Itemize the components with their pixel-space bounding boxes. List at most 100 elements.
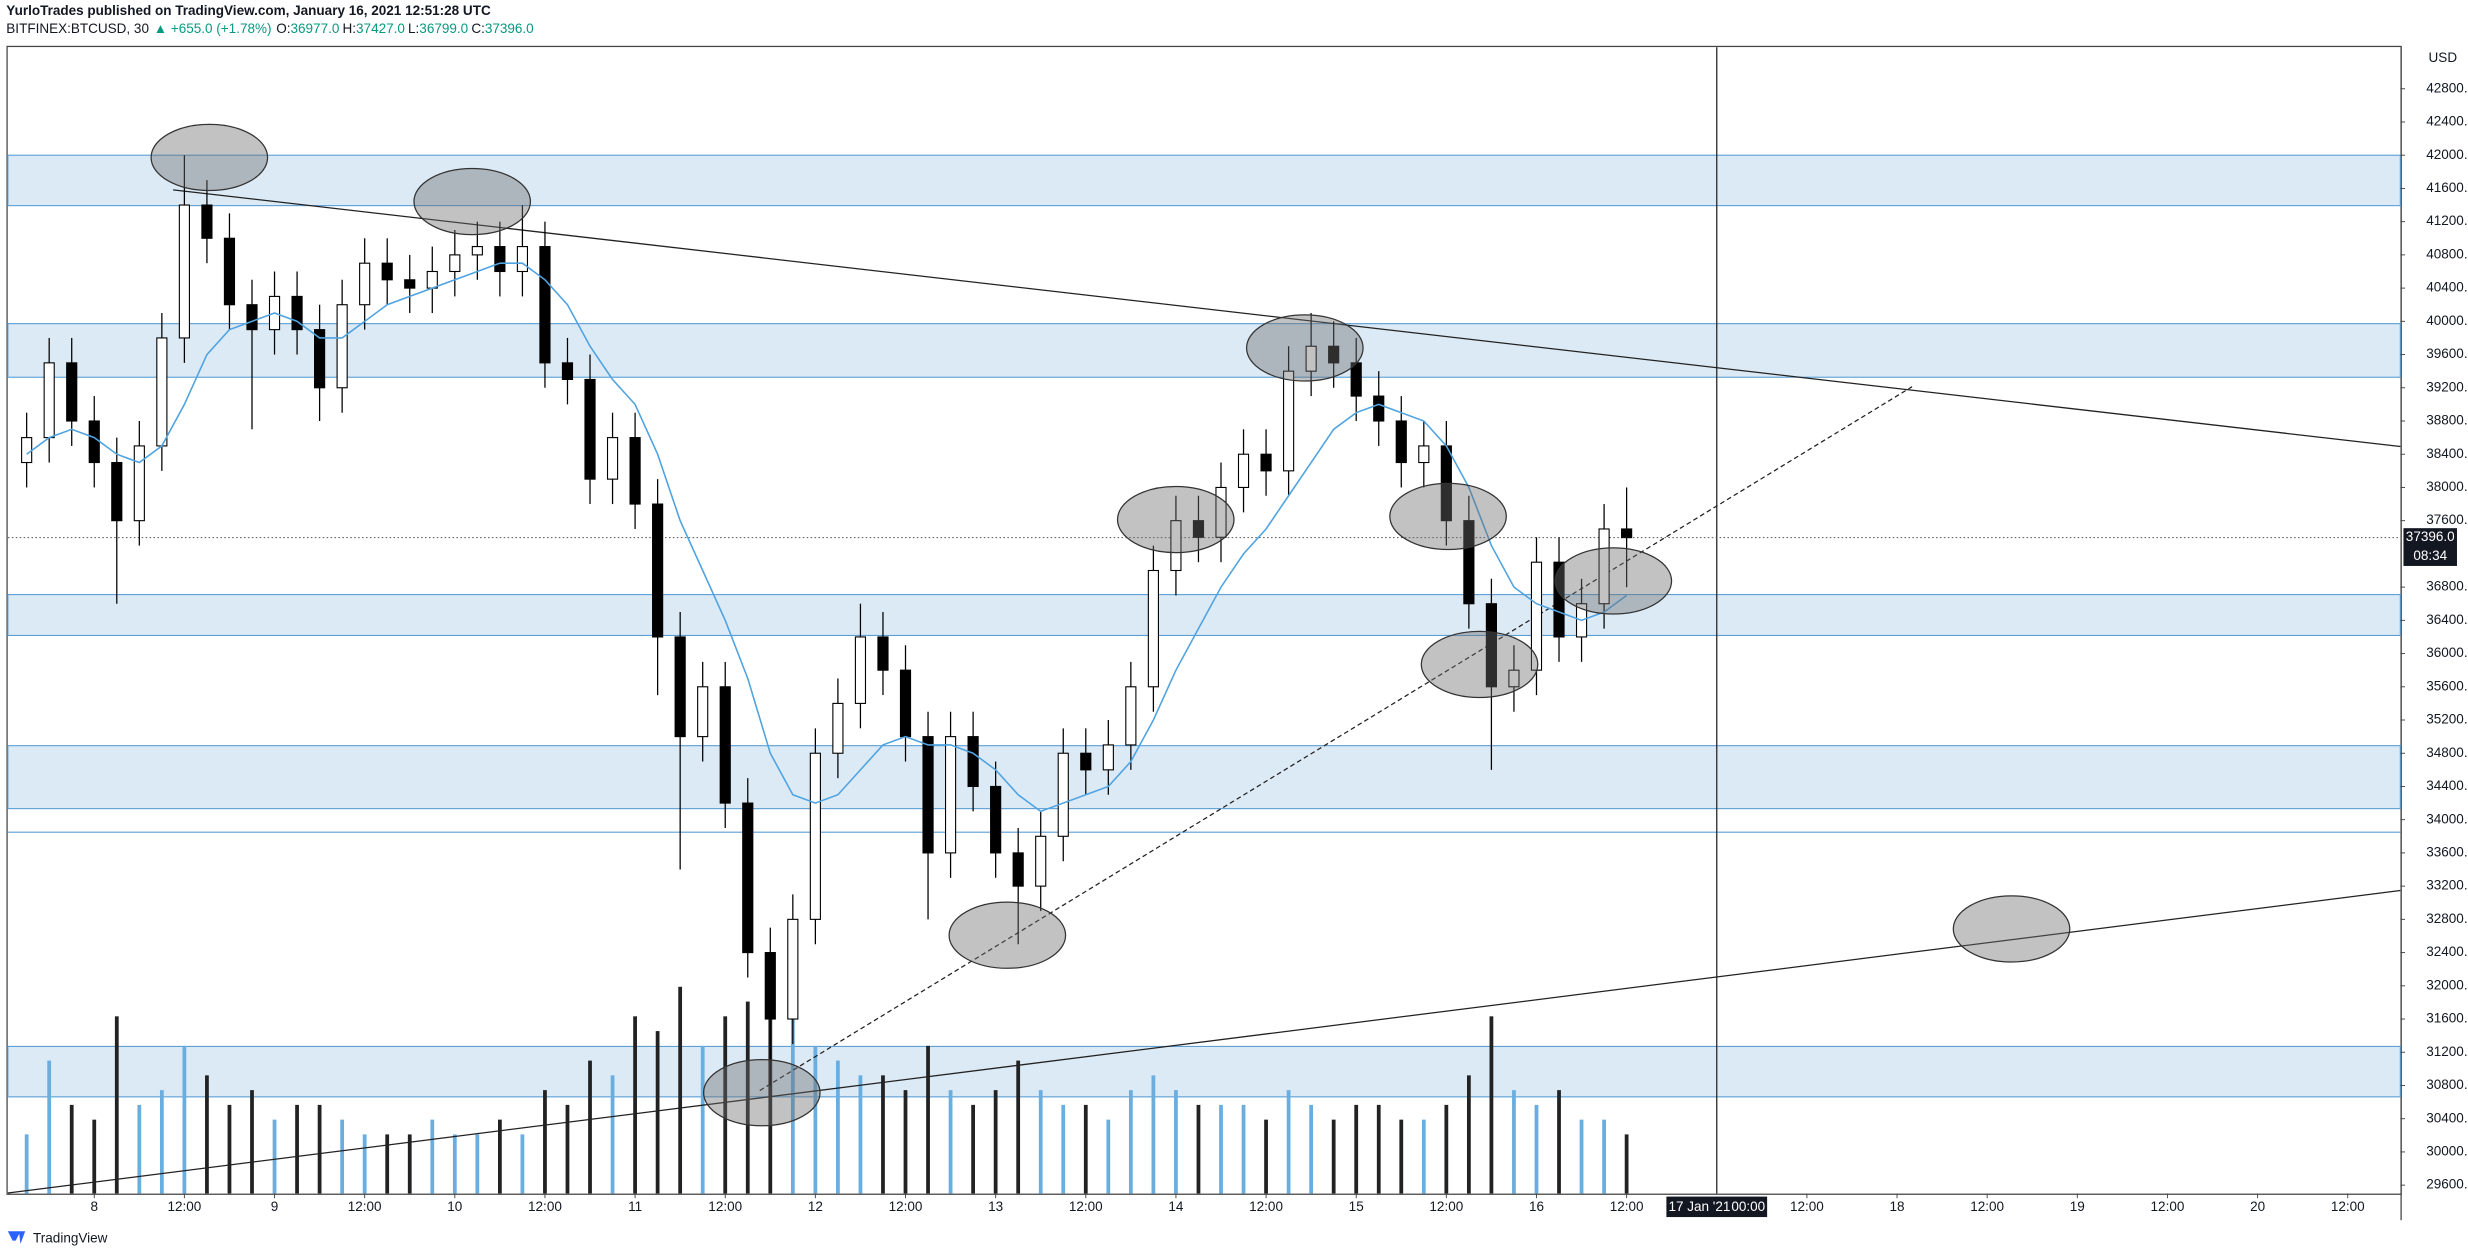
ellipse-marker <box>413 167 532 236</box>
last-price-label: 37396.0 <box>2406 529 2455 544</box>
candle-body <box>1598 528 1610 605</box>
brand-logo <box>7 1231 26 1244</box>
candle-body <box>854 636 867 704</box>
y-tick-label: 34800.0 <box>2426 745 2468 760</box>
y-tick-label: 35600.0 <box>2426 678 2468 693</box>
y-tick-label: 32400.0 <box>2426 944 2468 959</box>
volume-bar <box>565 1104 570 1194</box>
y-tick-label: 38800.0 <box>2426 413 2468 428</box>
zone <box>7 745 2401 810</box>
trend-line <box>7 889 2401 1194</box>
volume-bar <box>24 1134 29 1194</box>
volume-bar <box>588 1060 592 1194</box>
x-tick-label: 16 <box>1529 1199 1544 1214</box>
x-tick-label: 10 <box>447 1199 462 1214</box>
y-tick-label: 37600.0 <box>2426 512 2468 527</box>
x-tick-label: 12:00 <box>889 1199 923 1214</box>
y-tick-label: 38400.0 <box>2426 446 2468 461</box>
y-tick-label: 30400.0 <box>2426 1110 2468 1125</box>
candle-body <box>449 254 461 273</box>
volume-bar <box>362 1134 367 1194</box>
candle-body <box>809 752 821 920</box>
candle-body <box>1283 370 1295 472</box>
candle-body <box>561 362 574 381</box>
volume-bar <box>1512 1090 1516 1194</box>
candle-body <box>1463 520 1475 605</box>
volume-bar <box>993 1090 998 1194</box>
candle-body <box>1350 362 1362 397</box>
candle-body <box>1012 852 1024 887</box>
ohlc-label: O: <box>276 21 290 36</box>
y-tick-label: 33200.0 <box>2426 878 2468 893</box>
volume-bar <box>159 1090 164 1194</box>
volume-bar <box>1331 1119 1336 1194</box>
crosshair-date: 17 Jan '21 <box>1668 1199 1730 1214</box>
volume-bar <box>452 1134 457 1194</box>
brand: TradingView <box>33 1231 108 1246</box>
candle-body <box>1395 420 1407 464</box>
volume-bar <box>1038 1090 1043 1194</box>
y-tick-label: 42000.0 <box>2426 147 2468 162</box>
volume-bar <box>633 1016 637 1194</box>
x-tick-label: 12:00 <box>1610 1199 1644 1214</box>
candle-body <box>223 237 236 306</box>
candle-body <box>967 736 979 788</box>
publisher: YurloTrades published on TradingView.com… <box>6 3 491 18</box>
candle-body <box>1373 395 1385 422</box>
volume-bar <box>700 1045 705 1194</box>
volume-bar <box>295 1104 299 1194</box>
ohlc-value: 36977.0 <box>291 21 340 36</box>
candle-body <box>1237 453 1250 488</box>
candle-body <box>359 262 371 306</box>
x-tick-label: 20 <box>2250 1199 2265 1214</box>
zone <box>7 594 2401 637</box>
volume-bar <box>948 1090 953 1194</box>
x-tick-label: 15 <box>1349 1199 1364 1214</box>
candle-body <box>133 445 145 522</box>
candle-body <box>156 337 168 447</box>
x-tick-label: 12:00 <box>167 1199 201 1214</box>
candles <box>21 155 1633 1086</box>
volume-bar <box>114 1016 119 1194</box>
candle-body <box>1035 835 1047 887</box>
candle-body <box>1553 561 1565 638</box>
volume-bar <box>971 1104 976 1194</box>
candle-body <box>1508 669 1520 688</box>
change: ▲ +655.0 (+1.78%) <box>154 21 272 36</box>
x-tick-label: 12:00 <box>1970 1199 2004 1214</box>
volume-bar <box>1421 1119 1426 1194</box>
candle-body <box>66 362 78 422</box>
volume-bar <box>1083 1104 1088 1194</box>
volume-bar <box>1444 1104 1449 1194</box>
volume-bar <box>1241 1104 1246 1194</box>
symbol-line: BITFINEX:BTCUSD, 30 ▲ +655.0 (+1.78%) O:36… <box>6 21 533 36</box>
volume-bar <box>1309 1104 1314 1194</box>
volume-bar <box>1061 1104 1066 1194</box>
x-tick-label: 18 <box>1890 1199 1905 1214</box>
y-tick-label: 30000.0 <box>2426 1143 2468 1158</box>
volume-bar <box>475 1134 480 1194</box>
currency: USD <box>2429 50 2458 65</box>
crosshair-label-bg <box>1666 1196 1768 1218</box>
y-tick-label: 38000.0 <box>2426 479 2468 494</box>
volume-bar <box>1376 1104 1381 1194</box>
candle-body <box>787 918 799 1020</box>
ohlc-label: C: <box>471 21 485 36</box>
x-tick-label: 11 <box>628 1199 642 1214</box>
volume-bar <box>790 1016 795 1194</box>
ohlc-label: H: <box>343 21 357 36</box>
candle-body <box>1418 445 1430 464</box>
volume-bar <box>1602 1119 1606 1194</box>
candle-body <box>1621 528 1633 539</box>
candle-body <box>606 437 619 480</box>
ellipse-marker <box>1420 630 1539 699</box>
volume-bar <box>1128 1090 1133 1194</box>
candle-body <box>336 304 348 389</box>
candle-body <box>1215 486 1227 538</box>
ellipse-marker <box>702 1058 821 1127</box>
x-tick-label: 12:00 <box>1429 1199 1463 1214</box>
volume-bar <box>317 1104 322 1194</box>
ellipse-marker <box>150 123 269 192</box>
ellipse-marker <box>1554 547 1673 615</box>
x-tick-label: 14 <box>1168 1199 1184 1214</box>
